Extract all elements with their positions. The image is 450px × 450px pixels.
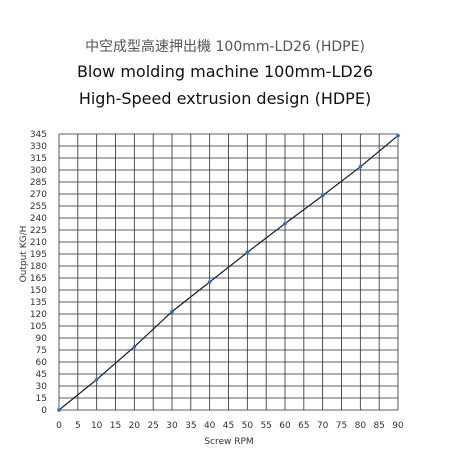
data-point [94,377,99,382]
x-tick-label: 5 [75,421,81,431]
y-axis-ticks: 0 15 30 45 60 75 90 105 120 135 150 165 180 195 210 225… [30,130,47,416]
y-tick-label: 345 [30,130,47,140]
data-point [245,250,250,255]
y-tick-label: 195 [30,250,47,260]
x-tick-label: 25 [147,421,158,431]
x-axis-label: Screw RPM [204,437,253,447]
y-tick-label: 15 [36,394,47,404]
chart-title: Blow molding machine 100mm-LD26 [76,62,374,81]
x-tick-label: 75 [336,421,347,431]
y-tick-label: 180 [30,262,47,272]
x-tick-label: 60 [279,421,291,431]
chart-grid [58,133,399,411]
y-tick-label: 75 [36,346,47,356]
x-tick-label: 15 [110,421,121,431]
x-tick-label: 35 [185,421,196,431]
x-axis-ticks: 0 5 10 15 20 25 30 35 40 45 50 55 60 65 70 75 80 85 90 [56,421,404,431]
data-point [396,133,400,138]
x-tick-label: 30 [166,421,178,431]
x-tick-label: 85 [373,421,384,431]
x-tick-label: 70 [317,421,329,431]
x-tick-label: 65 [298,421,309,431]
data-point [320,193,325,198]
series-line [58,135,399,411]
y-tick-label: 135 [30,298,47,308]
data-point [283,221,287,226]
y-tick-label: 150 [30,286,47,296]
data-point [207,280,212,284]
y-axis-label: Output KG/H [19,226,29,283]
data-point [132,345,137,349]
data-point [170,309,174,314]
y-tick-label: 330 [30,142,47,152]
x-tick-label: 10 [91,421,103,431]
x-tick-label: 80 [355,421,367,431]
x-tick-label: 20 [129,421,141,431]
y-tick-label: 315 [30,154,47,164]
x-tick-label: 45 [223,421,234,431]
data-point [57,408,61,412]
y-tick-label: 165 [30,274,47,284]
chart-subtitle: High-Speed extrusion design (HDPE) [78,89,372,108]
chart-series [57,133,400,412]
x-tick-label: 0 [56,421,62,431]
data-point [358,165,363,169]
y-tick-label: 30 [36,382,48,392]
y-tick-label: 90 [36,334,48,344]
x-tick-label: 50 [242,421,254,431]
y-tick-label: 0 [41,406,47,416]
y-tick-label: 240 [30,214,47,224]
x-tick-label: 40 [204,421,216,431]
x-tick-label: 55 [260,421,271,431]
y-tick-label: 105 [30,322,47,332]
y-tick-label: 45 [36,370,47,380]
y-tick-label: 285 [30,178,47,188]
chart-title-chinese: 中空成型高速押出機 100mm-LD26 (HDPE) [85,39,365,55]
y-tick-label: 210 [30,238,47,248]
y-tick-label: 225 [30,226,47,236]
y-tick-label: 300 [30,166,47,176]
y-tick-label: 255 [30,202,47,212]
y-tick-label: 60 [36,358,48,368]
y-tick-label: 270 [30,190,47,200]
y-tick-label: 120 [30,310,47,320]
x-tick-label: 90 [392,421,404,431]
